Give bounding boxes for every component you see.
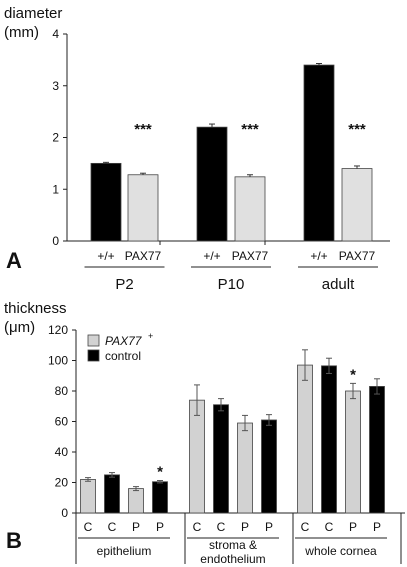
bar: [213, 404, 229, 514]
y-tick-label: 40: [55, 445, 69, 459]
y-tick-label: 100: [48, 354, 68, 368]
bar-label: C: [193, 520, 202, 534]
y-tick-label: 80: [55, 384, 69, 398]
bar-label: PAX77: [125, 249, 162, 263]
bar-label: P: [265, 520, 273, 534]
y-axis-unit: (μm): [4, 319, 35, 336]
y-tick-label: 0: [52, 234, 59, 248]
significance-mark: *: [350, 366, 356, 383]
bar-label: C: [108, 520, 117, 534]
bar-label: P: [156, 520, 164, 534]
y-tick-label: 0: [61, 506, 68, 520]
bar: [321, 365, 337, 514]
group-label: adult: [322, 276, 355, 293]
y-tick-label: 2: [52, 131, 59, 145]
bar: [297, 364, 313, 514]
panel-label: A: [6, 248, 22, 273]
bar: [80, 479, 96, 514]
bar: [303, 64, 335, 242]
bar-label: P: [349, 520, 357, 534]
y-tick-label: 120: [48, 323, 68, 337]
bar-label: P: [241, 520, 249, 534]
group-label: whole cornea: [304, 544, 377, 558]
y-tick-label: 4: [52, 27, 59, 41]
legend-label: control: [105, 349, 141, 363]
panel-a: diameter (mm) 0 1 2 3 4 +/+ PAX77 P2 *** +/+ PAX77 P1…: [4, 5, 390, 293]
significance-mark: ***: [134, 121, 152, 138]
bar: [237, 422, 253, 514]
y-tick-label: 60: [55, 415, 69, 429]
y-axis-unit: (mm): [4, 24, 39, 41]
group-label: P10: [218, 276, 245, 293]
bar: [189, 399, 205, 514]
legend-superscript: +: [148, 331, 153, 341]
panel-b: thickness (μm) 0 20 40 60 80 100 120 C C P Pepitheli…: [4, 300, 405, 566]
bar-label: PAX77: [339, 249, 376, 263]
y-tick-label: 20: [55, 476, 69, 490]
bar-label: +/+: [310, 249, 327, 263]
group-label: endothelium: [200, 552, 265, 566]
group-label: epithelium: [97, 544, 152, 558]
bar: [128, 488, 144, 514]
bar: [90, 162, 122, 242]
legend-swatch: [87, 349, 100, 362]
y-tick-label: 1: [52, 182, 59, 196]
significance-mark: ***: [241, 121, 259, 138]
legend-swatch: [87, 334, 100, 347]
bar: [196, 126, 228, 242]
bar-label: C: [84, 520, 93, 534]
group-label: P2: [115, 276, 133, 293]
bar: [152, 481, 168, 514]
bar: [261, 419, 277, 514]
bar: [127, 174, 159, 242]
bar-label: C: [325, 520, 334, 534]
y-axis-label: diameter: [4, 5, 62, 22]
bar-label: +/+: [203, 249, 220, 263]
bar: [341, 168, 373, 242]
bar-label: C: [301, 520, 310, 534]
y-tick-label: 3: [52, 79, 59, 93]
bar-label: PAX77: [232, 249, 269, 263]
group-label: stroma &: [209, 538, 257, 552]
significance-mark: ***: [348, 121, 366, 138]
bar: [369, 386, 385, 514]
legend-label: PAX77: [105, 334, 143, 348]
bar-label: +/+: [97, 249, 114, 263]
bar: [234, 176, 266, 242]
bar-label: C: [217, 520, 226, 534]
y-axis-label: thickness: [4, 300, 67, 317]
bar: [345, 390, 361, 514]
panel-label: B: [6, 528, 22, 553]
bar-label: P: [132, 520, 140, 534]
bar-label: P: [373, 520, 381, 534]
significance-mark: *: [157, 464, 163, 481]
bar: [104, 474, 120, 514]
